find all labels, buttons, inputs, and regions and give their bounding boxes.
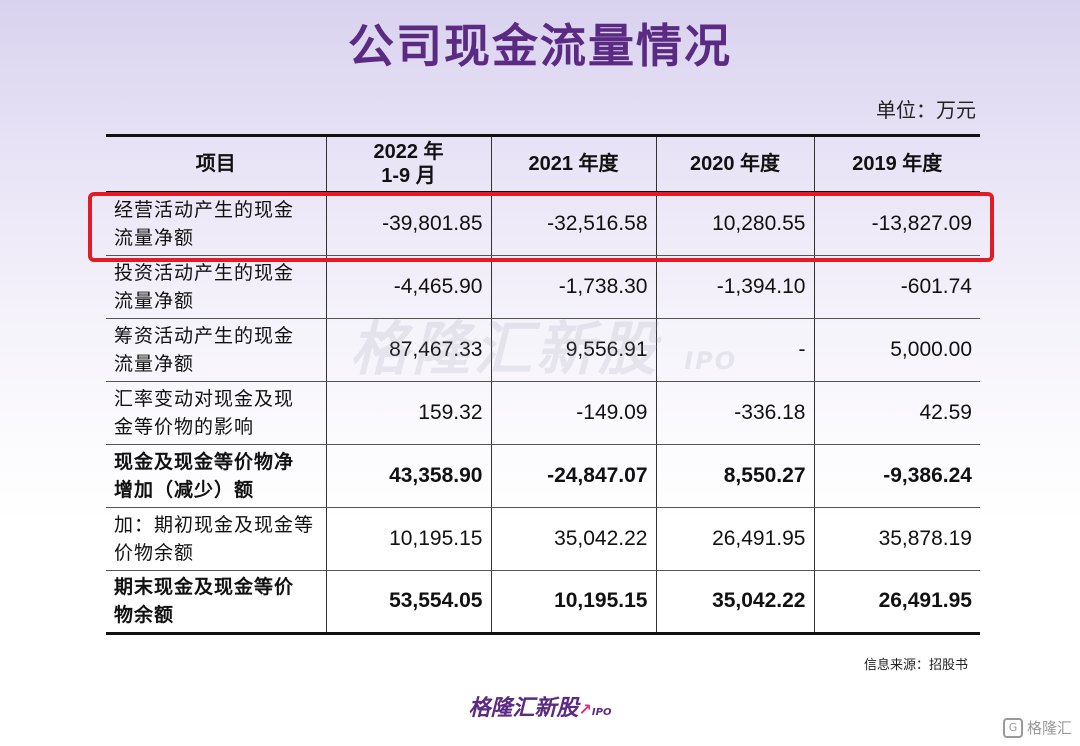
row-label: 筹资活动产生的现金 流量净额: [106, 318, 327, 382]
corner-logo: G 格隆汇: [1002, 717, 1072, 738]
cell-value: -13,827.09: [813, 192, 980, 256]
cell-value: -1,738.30: [490, 255, 657, 319]
brand-suffix: IPO: [591, 707, 612, 718]
row-label: 加：期初现金及现金等 价物余额: [106, 507, 327, 571]
cell-value: -336.18: [655, 381, 815, 445]
cell-value: 43,358.90: [325, 444, 492, 508]
cell-value: 5,000.00: [813, 318, 980, 382]
cell-value: 35,042.22: [655, 570, 815, 635]
source-note: 信息来源：招股书: [863, 658, 968, 673]
header-2019: 2019 年度: [813, 134, 980, 193]
cell-value: 87,467.33: [325, 318, 492, 382]
cell-value: 26,491.95: [813, 570, 980, 635]
header-2020: 2020 年度: [655, 134, 815, 193]
cell-value: -32,516.58: [490, 192, 657, 256]
cell-value: 10,195.15: [325, 507, 492, 571]
cell-value: -149.09: [490, 381, 657, 445]
cell-value: 159.32: [325, 381, 492, 445]
table-row: 加：期初现金及现金等 价物余额 10,195.15 35,042.22 26,4…: [106, 507, 980, 571]
row-label: 投资活动产生的现金 流量净额: [106, 255, 327, 319]
row-label: 期末现金及现金等价 物余额: [106, 570, 327, 635]
cell-value: 8,550.27: [655, 444, 815, 508]
cell-value: 26,491.95: [655, 507, 815, 571]
cell-value: -1,394.10: [655, 255, 815, 319]
unit-label: 单位：万元: [876, 98, 976, 122]
table-header-row: 项目 2022 年 1-9 月 2021 年度 2020 年度 2019 年度: [106, 134, 980, 193]
cell-value: -: [655, 318, 815, 382]
page-title: 公司现金流量情况: [348, 19, 732, 73]
row-label: 经营活动产生的现金 流量净额: [106, 192, 327, 256]
cell-value: 42.59: [813, 381, 980, 445]
header-2022: 2022 年 1-9 月: [325, 134, 492, 193]
cell-value: -9,386.24: [813, 444, 980, 508]
row-label: 现金及现金等价物净 增加（减少）额: [106, 444, 327, 508]
cell-value: 9,556.91: [490, 318, 657, 382]
table-row: 经营活动产生的现金 流量净额 -39,801.85 -32,516.58 10,…: [106, 192, 980, 256]
cell-value: 35,042.22: [490, 507, 657, 571]
cell-value: 10,280.55: [655, 192, 815, 256]
table-row: 期末现金及现金等价 物余额 53,554.05 10,195.15 35,042…: [106, 570, 980, 635]
brand-text: 格隆汇新股: [468, 696, 579, 721]
cell-value: 53,554.05: [325, 570, 492, 635]
cash-flow-table: 项目 2022 年 1-9 月 2021 年度 2020 年度 2019 年度 …: [106, 134, 980, 635]
g-logo-icon: G: [1002, 717, 1023, 738]
table-row: 投资活动产生的现金 流量净额 -4,465.90 -1,738.30 -1,39…: [106, 255, 980, 319]
header-2021: 2021 年度: [490, 134, 657, 193]
cell-value: 10,195.15: [490, 570, 657, 635]
cell-value: -24,847.07: [490, 444, 657, 508]
row-label: 汇率变动对现金及现 金等价物的影响: [106, 381, 327, 445]
cell-value: -4,465.90: [325, 255, 492, 319]
arrow-icon: ↗: [578, 700, 592, 719]
cell-value: -601.74: [813, 255, 980, 319]
table-row: 筹资活动产生的现金 流量净额 87,467.33 9,556.91 - 5,00…: [106, 318, 980, 382]
table-row: 现金及现金等价物净 增加（减少）额 43,358.90 -24,847.07 8…: [106, 444, 980, 508]
cell-value: -39,801.85: [325, 192, 492, 256]
header-item: 项目: [106, 134, 327, 193]
brand-logo: 格隆汇新股↗IPO: [0, 690, 1080, 722]
table-row: 汇率变动对现金及现 金等价物的影响 159.32 -149.09 -336.18…: [106, 381, 980, 445]
corner-logo-text: 格隆汇: [1026, 719, 1072, 737]
cell-value: 35,878.19: [813, 507, 980, 571]
